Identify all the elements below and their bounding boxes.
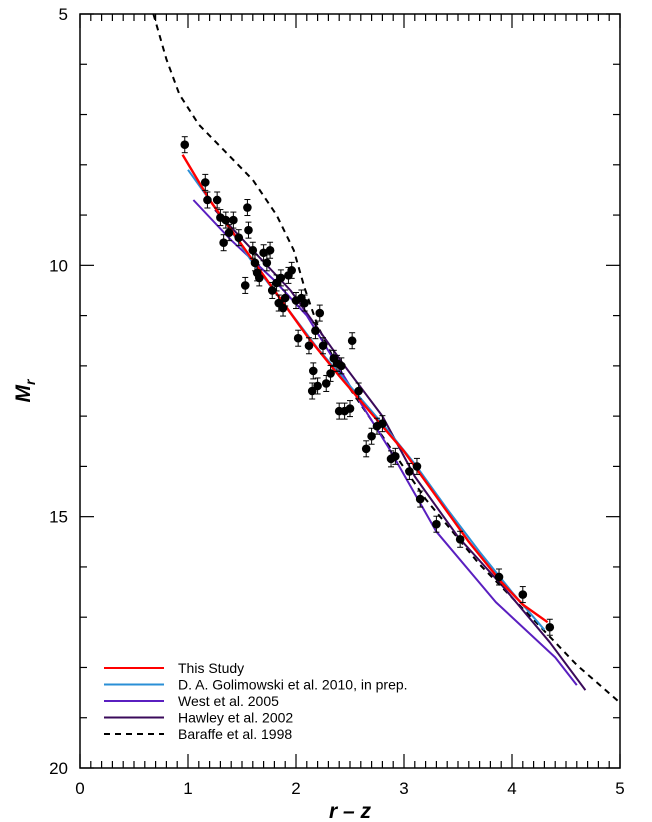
legend-label: Baraffe et al. 1998 [178, 726, 292, 742]
data-point [308, 366, 318, 376]
data-point [378, 419, 387, 428]
legend-label: Hawley et al. 2002 [178, 710, 293, 726]
x-tick-label: 2 [291, 779, 300, 798]
data-point [293, 333, 303, 343]
data-point [240, 281, 250, 290]
data-point [224, 228, 234, 237]
data-point [276, 273, 286, 283]
data-points [180, 136, 555, 636]
legend-label: West et al. 2005 [178, 693, 279, 709]
data-point [267, 286, 277, 295]
data-point [367, 431, 376, 441]
data-point [229, 215, 238, 225]
x-tick-label: 1 [183, 779, 192, 798]
legend-label: D. A. Golimowski et al. 2010, in prep. [178, 677, 408, 693]
data-point [318, 341, 328, 351]
data-point [287, 266, 296, 275]
data-point [391, 452, 400, 461]
data-point [337, 361, 346, 371]
y-tick-label: 10 [49, 256, 68, 275]
x-tick-label: 4 [507, 779, 516, 798]
data-point [278, 303, 288, 313]
data-point [304, 341, 314, 351]
data-point [212, 195, 222, 205]
data-point [412, 462, 422, 471]
golimowski-line [187, 169, 546, 631]
y-tick-labels: 5 10 15 20 [49, 5, 68, 778]
data-point [250, 258, 260, 268]
data-point [321, 379, 331, 388]
data-point [545, 622, 555, 632]
y-tick-label: 5 [59, 5, 68, 24]
x-tick-label: 0 [75, 779, 84, 798]
data-point [311, 326, 320, 335]
data-point [234, 233, 244, 242]
x-tick-label: 5 [615, 779, 624, 798]
data-point [415, 494, 425, 504]
y-tick-label: 15 [49, 508, 68, 527]
data-point [265, 245, 275, 255]
data-point [345, 404, 355, 413]
data-point [432, 519, 441, 529]
data-point [455, 534, 465, 544]
data-point [347, 336, 357, 346]
data-point [354, 386, 363, 396]
data-point [307, 386, 317, 396]
y-axis-label-subscript: r [22, 378, 38, 385]
plot-frame [79, 13, 621, 769]
x-axis-label: r – z [329, 800, 372, 822]
data-point [221, 215, 231, 225]
series-lines [152, 14, 620, 704]
data-point [315, 308, 325, 318]
legend-label: This Study [178, 660, 244, 676]
data-point [494, 572, 504, 582]
y-tick-label: 20 [49, 759, 68, 778]
data-point [180, 140, 190, 149]
data-point [280, 293, 290, 303]
data-point [326, 369, 335, 378]
data-point [248, 245, 258, 255]
data-point [244, 225, 253, 235]
data-point [405, 467, 414, 476]
data-point [518, 590, 528, 599]
data-point [219, 238, 228, 248]
baraffe-line [152, 14, 620, 704]
y-axis-label-main: M [12, 384, 35, 402]
west-line [192, 199, 578, 686]
x-tick-label: 3 [399, 779, 408, 798]
data-point [262, 258, 272, 268]
data-point [254, 273, 264, 283]
y-axis-label: Mr [12, 378, 38, 403]
x-tick-labels: 0 1 2 3 4 5 [75, 779, 624, 798]
data-point [361, 444, 371, 454]
axis-ticks [79, 13, 621, 769]
data-point [203, 195, 212, 205]
data-point [313, 381, 322, 391]
this-study-line [181, 154, 549, 624]
data-point [300, 298, 309, 308]
data-point [243, 203, 252, 212]
data-point [200, 178, 210, 187]
